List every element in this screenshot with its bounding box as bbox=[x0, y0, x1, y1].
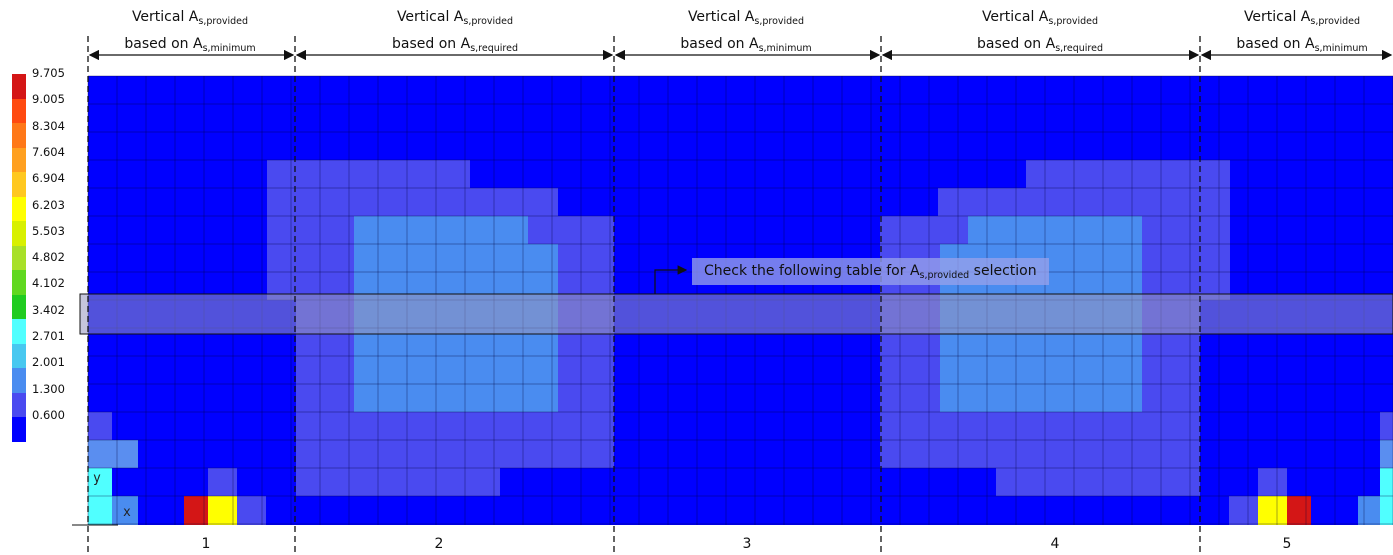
header-5: Vertical As,provided based on As,minimum bbox=[1236, 9, 1368, 54]
legend-label: 9.705 bbox=[32, 66, 65, 80]
legend-label: 9.005 bbox=[32, 92, 65, 107]
contour-region bbox=[237, 496, 266, 525]
table-callout-note: Check the following table for As,provide… bbox=[692, 258, 1049, 285]
legend-label: 4.802 bbox=[32, 250, 65, 265]
contour-region bbox=[1380, 440, 1393, 468]
legend-swatch bbox=[12, 98, 26, 124]
legend-swatch bbox=[12, 392, 26, 418]
header-4: Vertical As,provided based on As,require… bbox=[977, 9, 1103, 54]
legend-label: 8.304 bbox=[32, 118, 65, 133]
contour-region bbox=[296, 468, 500, 496]
legend-swatch bbox=[12, 245, 26, 271]
contour-region bbox=[1380, 468, 1393, 525]
legend-swatch bbox=[12, 147, 26, 173]
bay-number-5: 5 bbox=[1282, 536, 1292, 552]
axis-label-y: y bbox=[93, 471, 101, 486]
bay-number-4: 4 bbox=[1050, 536, 1060, 552]
contour-region bbox=[996, 468, 1200, 496]
legend-label: 5.503 bbox=[32, 223, 65, 238]
contour-region bbox=[1287, 496, 1311, 525]
contour-region bbox=[1026, 160, 1230, 188]
legend-swatch bbox=[12, 343, 26, 369]
contour-region bbox=[88, 468, 112, 525]
contour-region bbox=[88, 440, 138, 468]
legend-swatch bbox=[12, 294, 26, 320]
contour-region bbox=[1258, 468, 1287, 496]
legend-label: 2.701 bbox=[32, 329, 65, 343]
legend-swatch bbox=[12, 368, 26, 394]
bay-number-1: 1 bbox=[201, 536, 211, 552]
axis-label-x: x bbox=[123, 505, 131, 520]
legend-label: 0.600 bbox=[32, 407, 65, 422]
legend-swatch bbox=[12, 196, 26, 222]
legend-swatch bbox=[12, 123, 26, 149]
bay-number-3: 3 bbox=[742, 536, 752, 552]
contour-region bbox=[354, 216, 528, 244]
contour-region bbox=[112, 496, 138, 525]
contour-region bbox=[88, 412, 112, 440]
header-1: Vertical As,provided based on As,minimum bbox=[124, 9, 256, 54]
contour-region bbox=[1358, 496, 1380, 525]
contour-region bbox=[208, 496, 237, 525]
legend-swatch bbox=[12, 221, 26, 247]
legend-label: 6.203 bbox=[32, 197, 65, 212]
header-3: Vertical As,provided based on As,minimum bbox=[680, 9, 812, 54]
legend-label: 6.904 bbox=[32, 171, 65, 186]
contour-region bbox=[267, 188, 558, 216]
legend-swatch bbox=[12, 270, 26, 296]
contour-region bbox=[938, 188, 1230, 216]
legend-swatch bbox=[12, 319, 26, 345]
contour-region bbox=[1380, 412, 1393, 440]
legend-label: 1.300 bbox=[32, 381, 65, 396]
contour-region bbox=[1258, 496, 1287, 525]
bay-number-2: 2 bbox=[434, 536, 444, 552]
contour-region bbox=[184, 496, 208, 525]
legend-label: 4.102 bbox=[32, 276, 65, 291]
legend-label: 7.604 bbox=[32, 144, 65, 159]
contour-region bbox=[208, 468, 237, 496]
legend-label: 2.001 bbox=[32, 355, 65, 370]
contour-region bbox=[267, 160, 470, 188]
selection-band bbox=[79, 293, 1393, 335]
contour-region bbox=[1229, 496, 1258, 525]
note-leader-arrow bbox=[654, 265, 688, 294]
legend-swatch bbox=[12, 74, 26, 100]
legend-swatch bbox=[12, 417, 26, 443]
header-2: Vertical As,provided based on As,require… bbox=[392, 9, 518, 54]
legend-label: 3.402 bbox=[32, 302, 65, 317]
legend-swatch bbox=[12, 172, 26, 198]
contour-region bbox=[968, 216, 1142, 244]
